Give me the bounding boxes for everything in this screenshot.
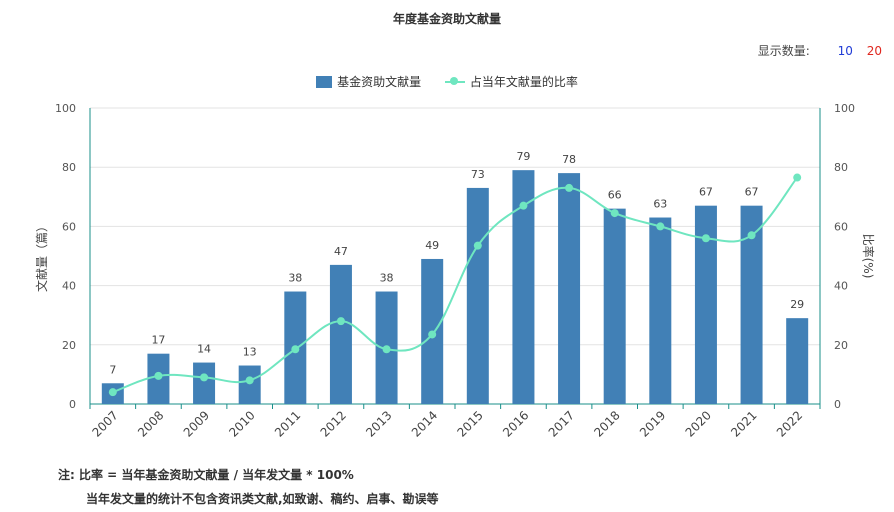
bar-value-label: 67 [699,186,713,199]
x-tick-label: 2009 [181,408,212,439]
legend-line-swatch [444,76,465,88]
ratio-point-2018[interactable] [610,209,619,218]
bar-value-label: 38 [380,272,394,285]
bar-value-label: 47 [334,245,348,258]
bar-value-label: 66 [608,189,622,202]
ratio-point-2019[interactable] [656,222,665,231]
bar-value-label: 13 [243,346,257,359]
y-tick-label: 40 [62,280,76,293]
y-tick-label: 80 [62,161,76,174]
ratio-point-2009[interactable] [200,373,209,382]
x-tick-label: 2013 [363,408,394,439]
bar-value-label: 29 [790,298,804,311]
bar-value-label: 67 [745,186,759,199]
bar-2012[interactable] [329,264,352,404]
bar-value-label: 49 [425,239,439,252]
bar-value-label: 7 [109,363,116,376]
x-tick-label: 2015 [454,408,485,439]
ratio-point-2016[interactable] [519,201,528,210]
bar-2016[interactable] [512,170,535,404]
footnote-ratio: 注: 比率 = 当年基金资助文献量 / 当年发文量 * 100% [58,468,354,482]
x-tick-label: 2016 [500,408,531,439]
bar-value-label: 79 [516,150,530,163]
bar-2009[interactable] [193,362,216,404]
x-tick-label: 2021 [728,408,759,439]
y2-axis-title: 比率(%) [861,234,876,279]
display-count-option-20[interactable]: 20 [866,44,882,58]
ratio-point-2022[interactable] [793,173,802,182]
ratio-point-2017[interactable] [565,183,574,192]
legend-bar-swatch [316,75,333,88]
legend-item-bar[interactable]: 基金资助文献量 [316,73,421,90]
ratio-point-2013[interactable] [382,345,391,354]
ratio-point-2011[interactable] [291,345,300,354]
legend-item-line[interactable]: 占当年文献量的比率 [444,73,578,90]
x-tick-label: 2011 [272,408,303,439]
bar-2017[interactable] [558,173,581,404]
x-tick-label: 2010 [226,408,257,439]
bar-2019[interactable] [649,217,672,404]
y-tick-label: 60 [62,220,76,233]
x-tick-label: 2022 [774,408,805,439]
ratio-point-2014[interactable] [428,330,437,339]
y2-tick-label: 0 [834,398,841,411]
chart-title: 年度基金资助文献量 [392,12,501,26]
x-tick-label: 2017 [546,408,577,439]
legend-line-label: 占当年文献量的比率 [469,75,578,89]
y2-tick-label: 60 [834,220,848,233]
footnote-scope: 当年发文量的统计不包含资讯类文献,如致谢、稿约、启事、勘误等 [86,492,439,506]
ratio-line [112,176,798,394]
y2-tick-label: 100 [834,102,855,115]
bar-value-label: 14 [197,343,211,356]
bar-2021[interactable] [740,205,763,404]
y-tick-label: 100 [55,102,76,115]
chart-legend: 基金资助文献量 占当年文献量的比率 [0,73,894,91]
bar-2015[interactable] [466,187,489,404]
bar-2022[interactable] [786,318,809,404]
bar-value-label: 38 [288,272,302,285]
ratio-point-2020[interactable] [701,234,710,243]
ratio-point-2007[interactable] [108,388,117,397]
y2-tick-label: 20 [834,339,848,352]
y-axis-title: 文献量（篇） [34,220,49,292]
ratio-point-2021[interactable] [747,231,756,240]
bar-2010[interactable] [238,365,261,404]
x-tick-label: 2008 [135,408,166,439]
x-tick-label: 2014 [409,408,440,439]
legend-bar-label: 基金资助文献量 [337,75,422,89]
bar-value-label: 73 [471,168,485,181]
bar-value-label: 78 [562,153,576,166]
ratio-point-2008[interactable] [154,371,163,380]
y-tick-label: 20 [62,339,76,352]
y-tick-label: 0 [69,398,76,411]
ratio-point-2015[interactable] [473,241,482,250]
x-tick-label: 2020 [683,408,714,439]
ratio-point-2012[interactable] [336,317,345,326]
bar-value-label: 17 [151,334,165,347]
bar-2018[interactable] [603,208,626,404]
x-tick-label: 2018 [591,408,622,439]
bar-value-label: 63 [653,198,667,211]
display-count-label: 显示数量: [757,44,810,58]
y2-tick-label: 40 [834,280,848,293]
bar-2020[interactable] [694,205,717,404]
display-count-option-10[interactable]: 10 [837,44,853,58]
ratio-point-2010[interactable] [245,376,254,385]
display-count-control: 显示数量: 10 20 [758,42,882,59]
y2-tick-label: 80 [834,161,848,174]
x-tick-label: 2007 [89,408,120,439]
x-tick-label: 2019 [637,408,668,439]
x-tick-label: 2012 [318,408,349,439]
